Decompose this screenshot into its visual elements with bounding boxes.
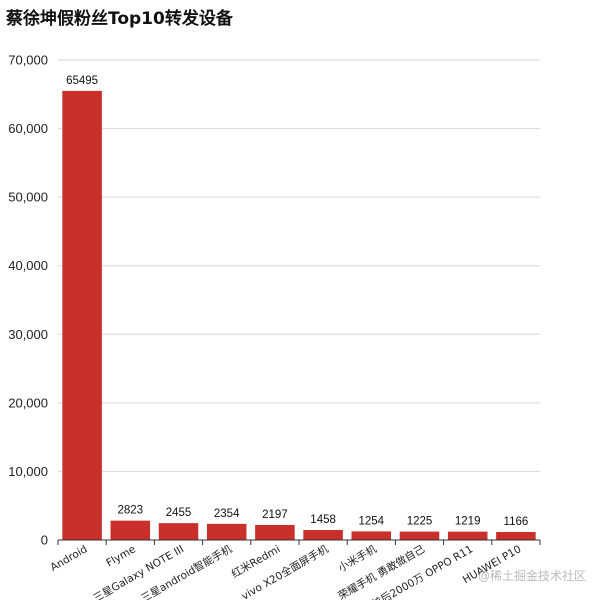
bar bbox=[399, 531, 440, 540]
y-tick-label: 0 bbox=[41, 533, 48, 548]
y-tick-label: 10,000 bbox=[8, 464, 48, 479]
bar bbox=[158, 523, 199, 540]
bar bbox=[447, 531, 488, 540]
x-tick-label: 小米手机 bbox=[336, 542, 379, 575]
data-label: 2354 bbox=[214, 508, 240, 520]
data-label: 2455 bbox=[166, 507, 192, 519]
y-tick-label: 60,000 bbox=[8, 121, 48, 136]
bar bbox=[496, 532, 536, 540]
y-tick-label: 40,000 bbox=[8, 258, 48, 273]
y-tick-label: 20,000 bbox=[8, 395, 48, 410]
x-tick-label: 三星Galaxy NOTE III bbox=[91, 543, 186, 600]
bar bbox=[206, 523, 247, 540]
data-labels: 65495 2823 2455 2354 2197 1458 1254 1225 1219 116… bbox=[66, 75, 528, 528]
x-tick-label: 荣耀手机 勇敢做自己 bbox=[336, 542, 428, 600]
data-label: 1458 bbox=[310, 514, 336, 526]
data-label: 65495 bbox=[66, 75, 98, 87]
y-tick-label: 30,000 bbox=[8, 327, 48, 342]
y-axis-ticks: 0 10,000 20,000 30,000 40,000 50,000 60,000 70,… bbox=[8, 53, 48, 548]
bar bbox=[255, 524, 295, 540]
data-label: 1166 bbox=[504, 516, 529, 528]
data-label: 2823 bbox=[118, 505, 144, 517]
grid-layer bbox=[58, 59, 540, 472]
data-label: 2197 bbox=[262, 509, 288, 521]
data-label: 1225 bbox=[407, 516, 433, 528]
bars bbox=[62, 90, 536, 541]
bar bbox=[351, 531, 392, 540]
x-tick-label: Flyme bbox=[104, 543, 138, 569]
data-label: 1219 bbox=[455, 516, 481, 528]
data-label: 1254 bbox=[359, 515, 385, 527]
y-tick-label: 70,000 bbox=[8, 53, 48, 68]
bar bbox=[62, 90, 102, 541]
x-tick-label: Android bbox=[48, 543, 89, 574]
chart-title: 蔡徐坤假粉丝Top10转发设备 bbox=[6, 9, 233, 29]
bar bbox=[110, 520, 151, 540]
watermark: @稀土掘金技术社区 bbox=[477, 569, 586, 583]
bar bbox=[303, 530, 343, 540]
x-tick-label: vivo X20全面屏手机 bbox=[239, 542, 331, 600]
y-tick-label: 50,000 bbox=[8, 190, 48, 205]
